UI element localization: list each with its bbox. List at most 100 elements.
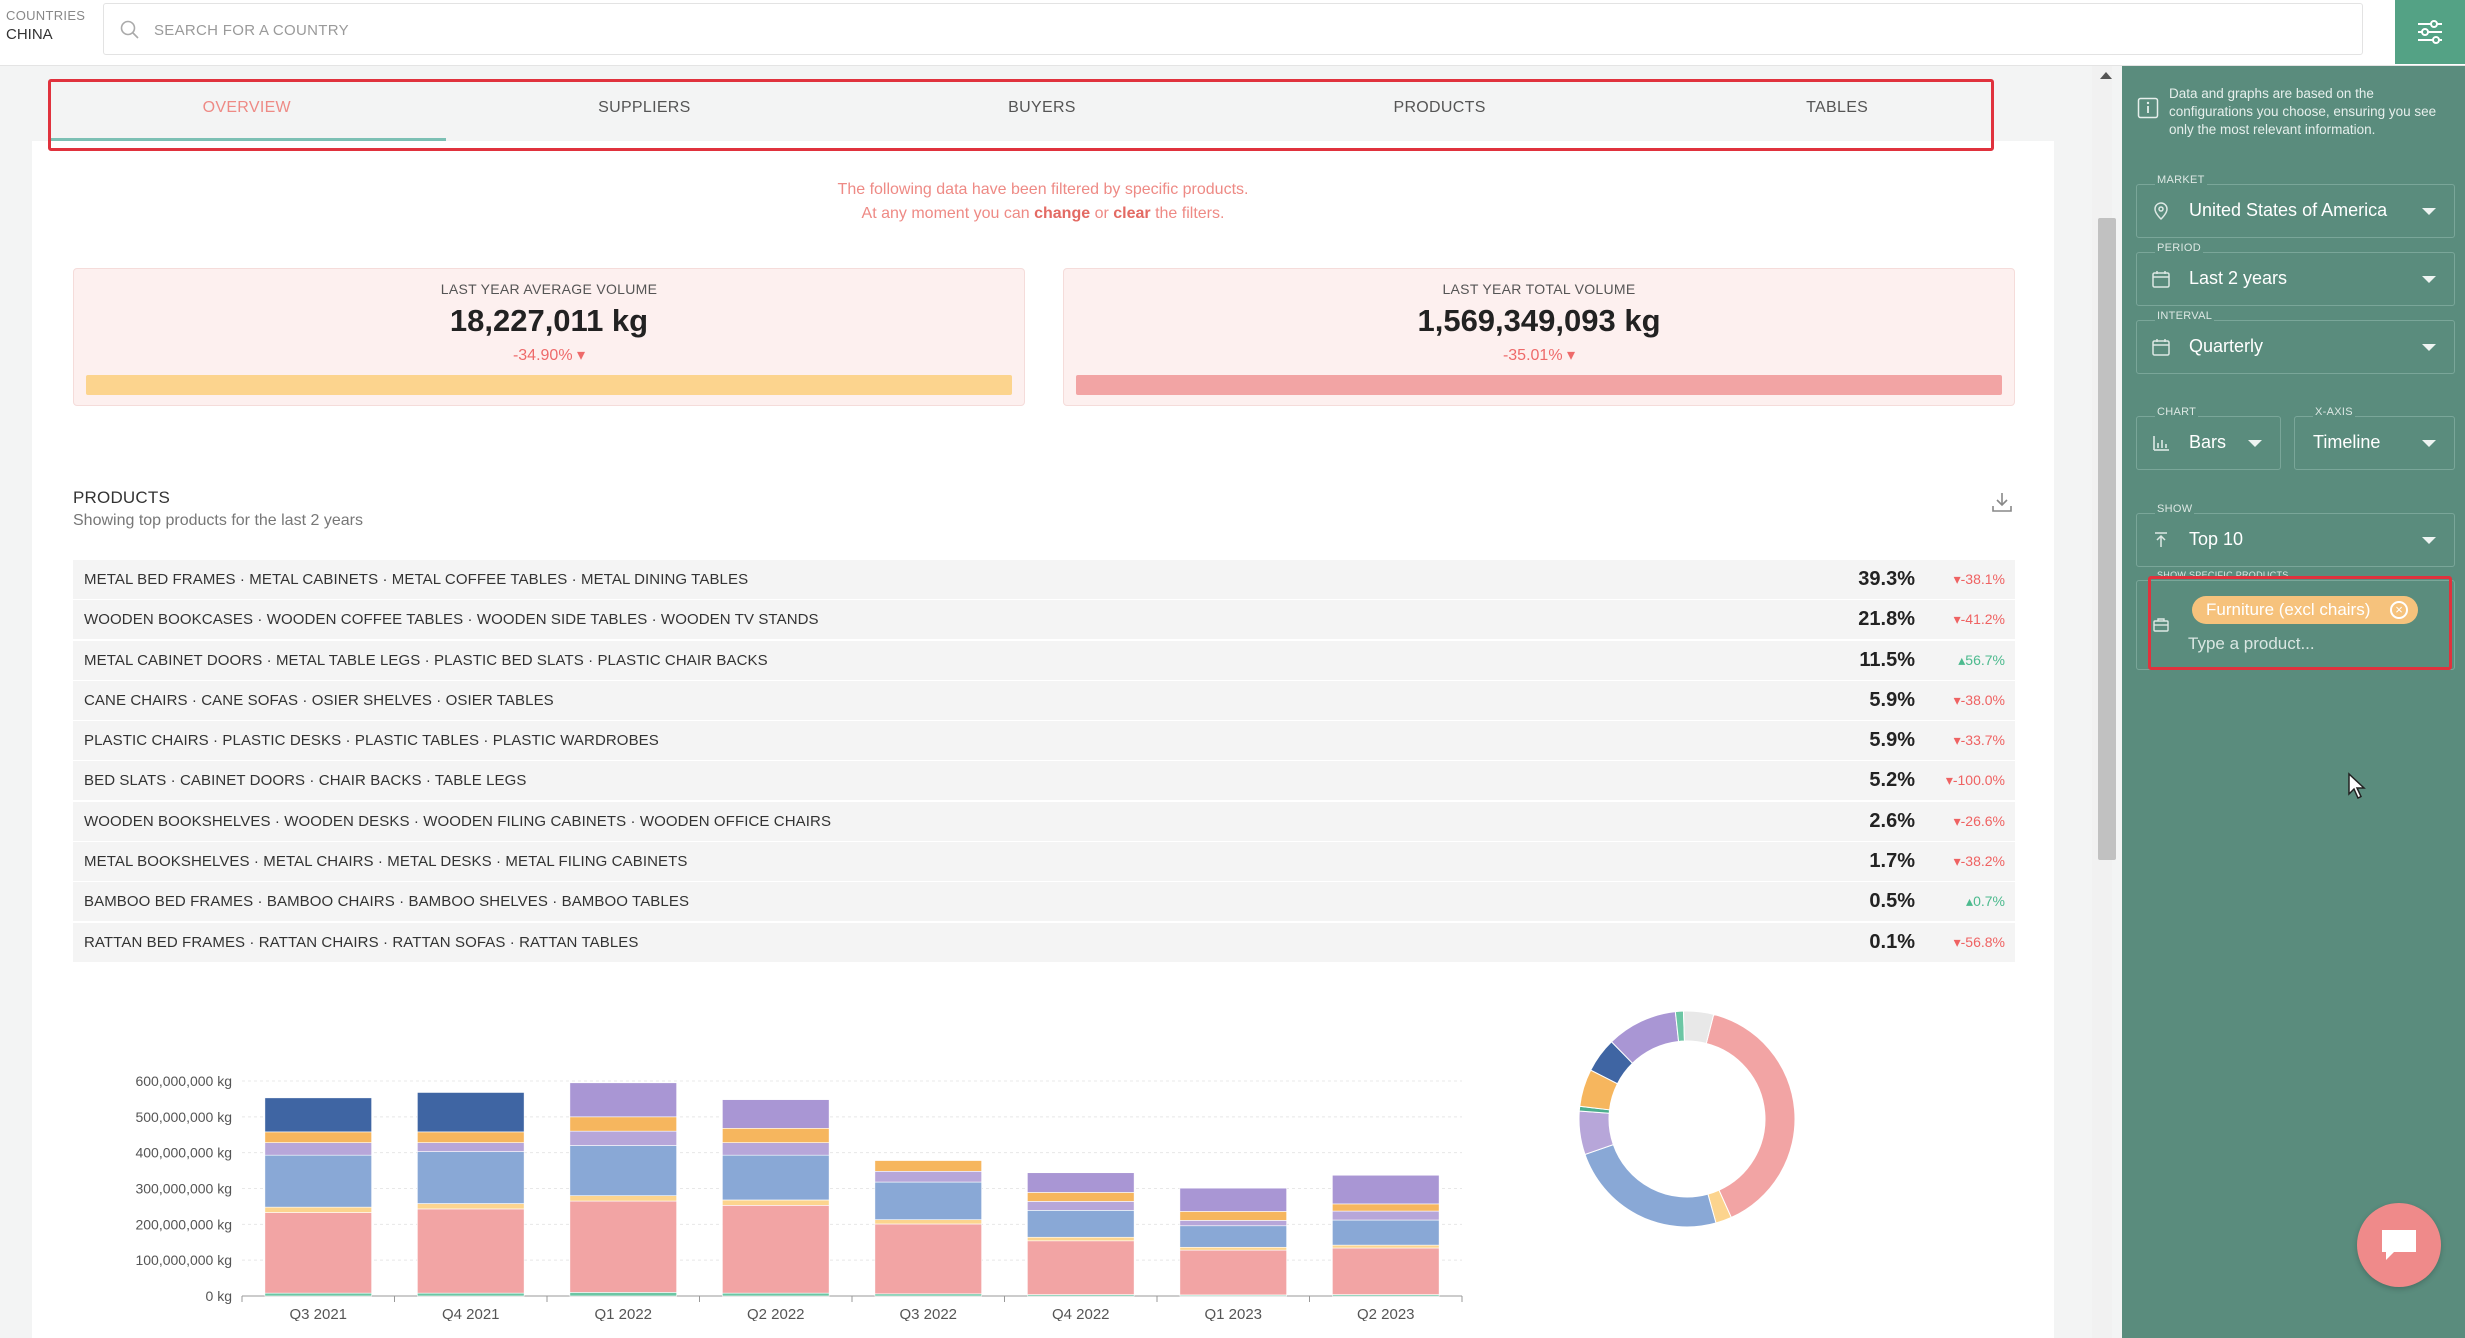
interval-select[interactable]: INTERVAL Quarterly: [2136, 310, 2455, 374]
donut-slice[interactable]: [1705, 1013, 1796, 1219]
product-row[interactable]: METAL BED FRAMES · METAL CABINETS · META…: [73, 560, 2015, 600]
bar-segment[interactable]: [569, 1145, 677, 1196]
download-icon[interactable]: [1990, 490, 2014, 514]
period-label: PERIOD: [2155, 242, 2203, 254]
bar-segment[interactable]: [417, 1131, 525, 1143]
bar-segment[interactable]: [569, 1130, 677, 1146]
country-selector[interactable]: COUNTRIES CHINA: [6, 8, 96, 43]
bar-segment[interactable]: [569, 1082, 677, 1118]
bar-segment[interactable]: [1027, 1172, 1135, 1193]
bar-segment[interactable]: [1332, 1219, 1440, 1246]
bar-segment[interactable]: [722, 1128, 830, 1143]
bar-segment[interactable]: [1179, 1246, 1287, 1251]
tab-products[interactable]: PRODUCTS: [1393, 99, 1486, 116]
bar-segment[interactable]: [264, 1212, 372, 1294]
bar-segment[interactable]: [417, 1208, 525, 1294]
bar-segment[interactable]: [874, 1181, 982, 1220]
specific-products-field[interactable]: SHOW SPECIFIC PRODUCTS: [2136, 570, 2455, 670]
product-share: 0.1%: [1869, 930, 1915, 953]
tab-buyers[interactable]: BUYERS: [1008, 99, 1076, 116]
country-search-box[interactable]: [103, 3, 2363, 55]
bar-segment[interactable]: [1332, 1210, 1440, 1221]
remove-chip-icon[interactable]: ×: [2390, 601, 2408, 619]
show-value: Top 10: [2189, 529, 2244, 549]
bar-segment[interactable]: [722, 1142, 830, 1156]
bar-segment[interactable]: [1332, 1244, 1440, 1249]
bar-segment[interactable]: [1027, 1236, 1135, 1242]
product-filter-chip[interactable]: Furniture (excl chairs) ×: [2192, 596, 2418, 624]
product-row[interactable]: BAMBOO BED FRAMES · BAMBOO CHAIRS · BAMB…: [73, 882, 2015, 923]
bar-segment[interactable]: [722, 1292, 830, 1297]
bar-segment[interactable]: [874, 1160, 982, 1172]
change-filters-link[interactable]: change: [1034, 205, 1091, 222]
bar-segment[interactable]: [874, 1171, 982, 1183]
clear-filters-link[interactable]: clear: [1113, 205, 1151, 222]
chart-type-select[interactable]: CHART Bars: [2136, 406, 2281, 470]
product-share: 1.7%: [1869, 850, 1915, 873]
bar-segment[interactable]: [1179, 1225, 1287, 1248]
product-row[interactable]: CANE CHAIRS · CANE SOFAS · OSIER SHELVES…: [73, 680, 2015, 721]
bar-segment[interactable]: [264, 1206, 372, 1213]
bar-segment[interactable]: [417, 1292, 525, 1297]
period-select[interactable]: PERIOD Last 2 years: [2136, 242, 2455, 306]
product-row[interactable]: PLASTIC CHAIRS · PLASTIC DESKS · PLASTIC…: [73, 721, 2015, 762]
product-row[interactable]: METAL CABINET DOORS · METAL TABLE LEGS ·…: [73, 640, 2015, 681]
product-row[interactable]: METAL BOOKSHELVES · METAL CHAIRS · METAL…: [73, 842, 2015, 883]
bar-segment[interactable]: [569, 1116, 677, 1132]
tab-suppliers[interactable]: SUPPLIERS: [598, 99, 691, 116]
bar-segment[interactable]: [874, 1293, 982, 1297]
show-select[interactable]: SHOW Top 10: [2136, 503, 2455, 567]
scrollbar-thumb[interactable]: [2098, 218, 2116, 860]
product-row[interactable]: BED SLATS · CABINET DOORS · CHAIR BACKS …: [73, 761, 2015, 802]
tab-tables[interactable]: TABLES: [1806, 99, 1869, 116]
bar-segment[interactable]: [417, 1142, 525, 1152]
products-list: METAL BED FRAMES · METAL CABINETS · META…: [73, 560, 2015, 963]
chat-button[interactable]: [2357, 1203, 2441, 1287]
bar-segment[interactable]: [1179, 1211, 1287, 1221]
bar-segment[interactable]: [1027, 1201, 1135, 1211]
tab-overview[interactable]: OVERVIEW: [48, 81, 446, 141]
market-select[interactable]: MARKET United States of America: [2136, 174, 2455, 238]
bar-segment[interactable]: [1179, 1220, 1287, 1227]
bar-segment[interactable]: [264, 1142, 372, 1156]
donut-slice[interactable]: [1584, 1143, 1717, 1228]
bar-segment[interactable]: [1179, 1249, 1287, 1296]
scroll-up-arrow-icon[interactable]: [2100, 72, 2112, 79]
x-axis-select[interactable]: X-AXIS Timeline: [2294, 406, 2455, 470]
bar-segment[interactable]: [1332, 1247, 1440, 1295]
bar-segment[interactable]: [264, 1292, 372, 1297]
product-row[interactable]: WOODEN BOOKSHELVES · WOODEN DESKS · WOOD…: [73, 801, 2015, 842]
bar-segment[interactable]: [417, 1092, 525, 1133]
bar-segment[interactable]: [1332, 1203, 1440, 1212]
products-subtitle: Showing top products for the last 2 year…: [73, 512, 363, 529]
product-row[interactable]: WOODEN BOOKCASES · WOODEN COFFEE TABLES …: [73, 600, 2015, 641]
bar-segment[interactable]: [722, 1205, 830, 1294]
x-tick-label: Q3 2022: [899, 1306, 957, 1321]
product-change: ▴56.7%: [1915, 652, 2015, 669]
product-row[interactable]: RATTAN BED FRAMES · RATTAN CHAIRS · RATT…: [73, 922, 2015, 963]
bar-segment[interactable]: [1027, 1192, 1135, 1202]
bar-segment[interactable]: [417, 1203, 525, 1210]
settings-toggle-button[interactable]: [2395, 0, 2465, 64]
bar-segment[interactable]: [264, 1154, 372, 1208]
product-filter-input[interactable]: [2188, 632, 2428, 656]
bar-segment[interactable]: [1027, 1240, 1135, 1295]
kpi-total-volume: LAST YEAR TOTAL VOLUME 1,569,349,093 kg …: [1063, 268, 2015, 406]
bar-segment[interactable]: [722, 1099, 830, 1129]
search-input[interactable]: [154, 14, 2054, 46]
bar-segment[interactable]: [569, 1292, 677, 1297]
bar-segment[interactable]: [417, 1151, 525, 1204]
bar-segment[interactable]: [569, 1195, 677, 1202]
bar-segment[interactable]: [874, 1219, 982, 1225]
bar-segment[interactable]: [722, 1199, 830, 1206]
bar-segment[interactable]: [1179, 1187, 1287, 1212]
bar-segment[interactable]: [1027, 1210, 1135, 1238]
bar-segment[interactable]: [264, 1131, 372, 1143]
bar-segment[interactable]: [1332, 1174, 1440, 1205]
bar-segment[interactable]: [264, 1097, 372, 1133]
donut-slice[interactable]: [1682, 1010, 1715, 1045]
bar-segment[interactable]: [874, 1223, 982, 1295]
country-value: CHINA: [6, 26, 53, 43]
bar-segment[interactable]: [569, 1200, 677, 1293]
bar-segment[interactable]: [722, 1154, 830, 1201]
